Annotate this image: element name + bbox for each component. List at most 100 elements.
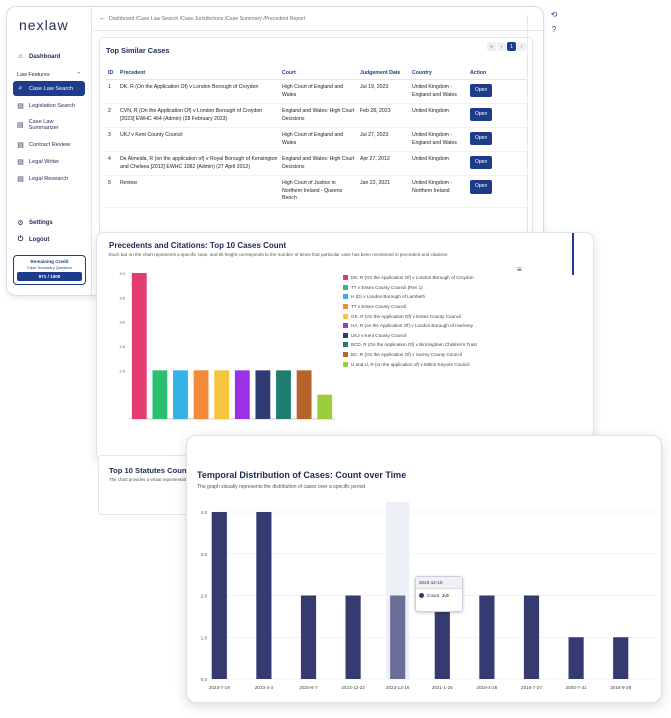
cell-date: Jul 19, 2023 bbox=[358, 79, 410, 105]
sidebar-item-dashboard[interactable]: ⌂ Dashboard bbox=[13, 49, 85, 64]
open-button[interactable]: Open bbox=[470, 84, 493, 98]
bar[interactable] bbox=[173, 370, 188, 419]
first-page-button[interactable]: « bbox=[487, 42, 496, 51]
sidebar-item-contract-review[interactable]: ▤ Contract Review bbox=[13, 137, 85, 152]
bar[interactable] bbox=[152, 370, 168, 419]
bar[interactable] bbox=[131, 273, 147, 419]
legend-item[interactable]: TT v Essex County Council (Rev 1) bbox=[343, 283, 477, 293]
legend-label: UKJ v Kent County Council bbox=[351, 332, 407, 338]
bar[interactable] bbox=[276, 370, 291, 419]
pagination: « ‹ 1 › bbox=[487, 42, 526, 51]
sidebar-item-case-law-search[interactable]: ⌕ Case Law Search bbox=[13, 81, 85, 96]
help-icon[interactable]: ? bbox=[551, 25, 557, 34]
sidebar-item-label: Logout bbox=[29, 236, 50, 243]
legend-item[interactable]: U and U, R (on the application of) v Mil… bbox=[343, 359, 477, 369]
cell-country: United Kingdom bbox=[410, 151, 468, 177]
sidebar-item-label: Legal Research bbox=[29, 175, 69, 182]
bar[interactable] bbox=[300, 595, 317, 680]
legend-swatch bbox=[343, 323, 348, 329]
open-button[interactable]: Open bbox=[470, 108, 493, 122]
sidebar-item-logout[interactable]: ⏻ Logout bbox=[13, 232, 86, 247]
credit-value: 971 / 1000 bbox=[17, 272, 82, 281]
cell-action: Open bbox=[468, 79, 526, 105]
contract-icon: ▤ bbox=[17, 141, 24, 149]
logo: nexlaw bbox=[19, 17, 69, 33]
col-precedent: Precedent bbox=[118, 67, 280, 80]
cell-court: England and Wales: High Court Decisions bbox=[280, 151, 358, 177]
breadcrumb[interactable]: Dashboard /Case Law Search /Case Jurisdi… bbox=[109, 15, 306, 22]
x-tick-label: 2023-4-3 bbox=[255, 685, 274, 690]
col-court: Court bbox=[280, 67, 358, 80]
bar[interactable] bbox=[255, 370, 271, 419]
cell-country: United Kingdom - England and Wales bbox=[410, 79, 468, 105]
sidebar-item-legislation-search[interactable]: ▤ Legislation Search bbox=[13, 98, 85, 113]
bar[interactable] bbox=[296, 370, 312, 419]
hamburger-icon[interactable]: ≡ bbox=[517, 265, 522, 274]
legend-item[interactable]: BCD, R (On the Application Of) v Birming… bbox=[343, 340, 477, 350]
legend-item[interactable]: H (D) v London Borough of Lambeth bbox=[343, 292, 477, 302]
x-tick-label: 2023-12-16 bbox=[386, 685, 410, 690]
bar[interactable] bbox=[211, 512, 227, 679]
legend-item[interactable]: UKJ v Kent County Council bbox=[343, 331, 477, 341]
bar[interactable] bbox=[390, 595, 406, 680]
legend-item[interactable]: HA, R (on the Application Of) v London B… bbox=[343, 321, 477, 331]
sidebar-item-legal-writer[interactable]: ▤ Legal Writer bbox=[13, 154, 85, 169]
sidebar-section-header[interactable]: Law Features ⌃ bbox=[17, 72, 81, 78]
cell-date: Apr 27, 2012 bbox=[358, 151, 410, 177]
legend-label: TT v Essex County Council bbox=[351, 304, 407, 310]
open-button[interactable]: Open bbox=[470, 180, 493, 194]
bar[interactable] bbox=[256, 512, 272, 679]
legend-item[interactable]: DK, R (On the Application Of) v London B… bbox=[343, 273, 477, 283]
bar[interactable] bbox=[523, 595, 540, 680]
sidebar-item-label: Legal Writer bbox=[29, 158, 60, 165]
bar[interactable] bbox=[234, 370, 250, 419]
statutes-subtitle: The chart provides a visual representati… bbox=[109, 477, 191, 482]
chart-title: Temporal Distribution of Cases: Count ov… bbox=[197, 470, 407, 480]
sidebar-item-settings[interactable]: ⚙ Settings bbox=[13, 215, 86, 230]
bar[interactable] bbox=[434, 595, 450, 680]
power-icon: ⏻ bbox=[17, 235, 24, 243]
sidebar: nexlaw ⌂ Dashboard Law Features ⌃ ⌕ Case … bbox=[7, 7, 92, 295]
sidebar-item-legal-research[interactable]: ▤ Legal Research bbox=[13, 171, 85, 186]
cell-precedent: UKJ v Kent County Council bbox=[118, 127, 280, 153]
cell-precedent: Review bbox=[118, 175, 280, 208]
legend-item[interactable]: GK, R (On the Application Of) v Essex Co… bbox=[343, 311, 477, 321]
main-content: ← Dashboard /Case Law Search /Case Juris… bbox=[93, 7, 543, 295]
back-arrow-icon[interactable]: ← bbox=[99, 15, 106, 22]
chevron-up-icon: ⌃ bbox=[76, 72, 81, 78]
credit-title: Remaining Credit bbox=[30, 259, 69, 264]
cell-date: Feb 28, 2023 bbox=[358, 103, 410, 129]
open-button[interactable]: Open bbox=[470, 156, 493, 170]
next-page-button[interactable]: › bbox=[517, 42, 526, 51]
sidebar-item-case-law-summarizer[interactable]: ▤ Case Law Summarizer bbox=[13, 115, 85, 135]
prev-page-button[interactable]: ‹ bbox=[497, 42, 506, 51]
y-tick-label: 2.0 bbox=[119, 368, 125, 373]
bar[interactable] bbox=[479, 595, 495, 680]
bar[interactable] bbox=[345, 595, 361, 680]
panel-scrollbar[interactable] bbox=[572, 233, 574, 275]
table-title: Top Similar Cases bbox=[106, 46, 170, 55]
legend-label: GK, R (On the Application Of) v Essex Co… bbox=[351, 313, 462, 319]
cell-country: United Kingdom bbox=[410, 103, 468, 129]
y-tick-label: 3.0 bbox=[201, 552, 208, 557]
chart-legend: DK, R (On the Application Of) v London B… bbox=[343, 273, 477, 369]
current-page-button[interactable]: 1 bbox=[507, 42, 516, 51]
bar[interactable] bbox=[214, 370, 230, 419]
scrollbar[interactable] bbox=[527, 15, 528, 285]
bar[interactable] bbox=[317, 394, 333, 419]
open-button[interactable]: Open bbox=[470, 132, 493, 146]
sidebar-item-label: Case Law Summarizer bbox=[28, 119, 59, 131]
bar[interactable] bbox=[568, 637, 584, 679]
history-icon[interactable]: ⟲ bbox=[550, 10, 558, 19]
sidebar-item-label: Settings bbox=[29, 219, 53, 226]
bar[interactable] bbox=[613, 637, 629, 679]
cell-country: United Kingdom - England and Wales bbox=[410, 127, 468, 153]
legend-label: TT v Essex County Council (Rev 1) bbox=[351, 284, 423, 290]
bar[interactable] bbox=[193, 370, 209, 419]
side-rail: ⟲ ? bbox=[544, 10, 564, 40]
legend-label: U and U, R (on the application of) v Mil… bbox=[351, 361, 470, 367]
legend-item[interactable]: TT v Essex County Council bbox=[343, 302, 477, 312]
legend-item[interactable]: BC, R (On the Application Of) v Surrey C… bbox=[343, 350, 477, 360]
chart-subtitle: Each bar on the chart represents a speci… bbox=[109, 252, 448, 257]
